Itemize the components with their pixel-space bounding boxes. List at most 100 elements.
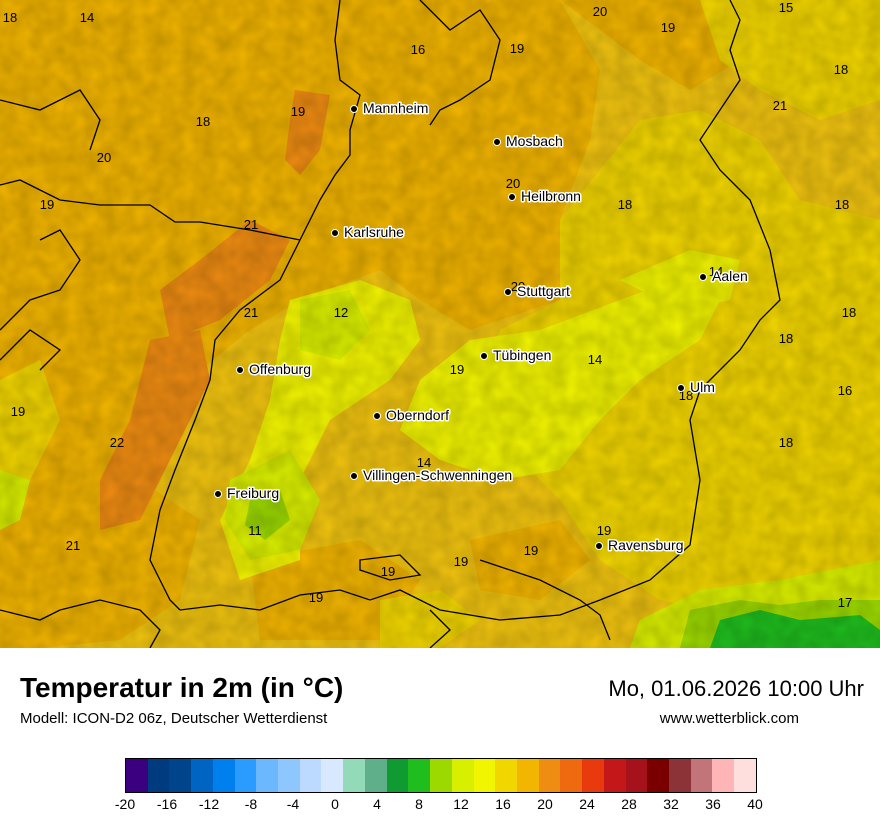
legend-tick-label: 0 xyxy=(331,796,339,812)
legend-swatch xyxy=(516,759,539,792)
temperature-value: 19 xyxy=(454,554,468,569)
legend-swatch xyxy=(212,759,235,792)
forecast-datetime: Mo, 01.06.2026 10:00 Uhr xyxy=(608,676,864,701)
legend-swatch xyxy=(712,759,735,792)
city-label: Aalen xyxy=(712,268,748,284)
legend-tick-label: 4 xyxy=(373,796,381,812)
temperature-value: 18 xyxy=(618,197,632,212)
city-label: Villingen-Schwenningen xyxy=(363,467,512,483)
city-label: Mannheim xyxy=(363,100,428,116)
legend-swatch xyxy=(668,759,691,792)
temperature-value: 19 xyxy=(450,362,464,377)
temperature-value: 14 xyxy=(588,352,602,367)
city-label: Ulm xyxy=(690,379,715,395)
legend-tick-label: -8 xyxy=(244,796,258,812)
legend-tick-label: 36 xyxy=(705,796,721,812)
legend-swatch xyxy=(191,759,213,792)
city-dot xyxy=(504,288,512,296)
temperature-value: 19 xyxy=(524,543,538,558)
temperature-value: 19 xyxy=(661,20,675,35)
legend-swatch xyxy=(147,759,170,792)
legend-swatch xyxy=(278,759,300,792)
temperature-value: 16 xyxy=(838,383,852,398)
temperature-value: 19 xyxy=(381,564,395,579)
legend-swatch xyxy=(495,759,517,792)
legend-tick-label: -16 xyxy=(156,796,178,812)
temperature-value: 19 xyxy=(309,590,323,605)
legend-swatch xyxy=(169,759,192,792)
legend-tick-label: -4 xyxy=(286,796,300,812)
temperature-value: 21 xyxy=(66,538,80,553)
temperature-map[interactable]: 18 14 20 19 15 16 19 18 21 19 18 20 20 18 18 19 21 14 20 21… xyxy=(0,0,880,648)
legend-swatch xyxy=(386,759,409,792)
temperature-value: 14 xyxy=(417,455,431,470)
city-dot xyxy=(699,273,707,281)
legend-swatch xyxy=(408,759,431,792)
legend-tick-label: 20 xyxy=(537,796,553,812)
city-markers: Mannheim Mosbach Heilbronn Karlsruhe Aalen St… xyxy=(214,99,749,555)
legend-swatch xyxy=(690,759,713,792)
temperature-value: 14 xyxy=(709,264,723,279)
temperature-value: 18 xyxy=(835,197,849,212)
city-label: Tübingen xyxy=(493,347,551,363)
border-lines xyxy=(0,0,781,648)
temperature-field-texture xyxy=(0,0,880,648)
temperature-value: 20 xyxy=(506,176,520,191)
city-dot xyxy=(677,384,685,392)
legend-swatch xyxy=(647,759,669,792)
temperature-value: 16 xyxy=(411,42,425,57)
legend-swatch xyxy=(234,759,257,792)
city-dot xyxy=(214,490,222,498)
temperature-value: 18 xyxy=(3,10,17,25)
temperature-value: 18 xyxy=(779,331,793,346)
website-link[interactable]: www.wetterblick.com xyxy=(659,710,799,727)
city-dot xyxy=(508,193,516,201)
color-scale-legend xyxy=(125,758,757,793)
legend-tick-label: 16 xyxy=(495,796,511,812)
legend-swatch xyxy=(560,759,583,792)
legend-tick-label: 24 xyxy=(579,796,595,812)
city-dot xyxy=(480,352,488,360)
model-source: Modell: ICON-D2 06z, Deutscher Wetterdie… xyxy=(20,710,328,727)
legend-swatch xyxy=(451,759,474,792)
legend-swatch xyxy=(364,759,387,792)
legend-tick-label: 32 xyxy=(663,796,679,812)
city-dot xyxy=(373,412,381,420)
temperature-value: 18 xyxy=(842,305,856,320)
city-dot xyxy=(493,138,501,146)
map-footer: Temperatur in 2m (in °C) Modell: ICON-D2… xyxy=(0,648,880,830)
temperature-value: 20 xyxy=(97,150,111,165)
temperature-value: 19 xyxy=(597,523,611,538)
temperature-value: 19 xyxy=(510,41,524,56)
city-label: Stuttgart xyxy=(517,283,570,299)
temperature-value: 15 xyxy=(779,0,793,15)
city-dot xyxy=(595,542,603,550)
legend-swatch xyxy=(343,759,365,792)
temperature-value: 18 xyxy=(779,435,793,450)
temperature-value: 21 xyxy=(773,98,787,113)
legend-swatch xyxy=(603,759,626,792)
legend-swatch xyxy=(256,759,279,792)
city-label: Mosbach xyxy=(506,133,563,149)
temperature-value: 20 xyxy=(511,279,525,294)
legend-swatch xyxy=(430,759,452,792)
temperature-value: 12 xyxy=(334,305,348,320)
legend-swatch xyxy=(473,759,496,792)
legend-tick-label: 12 xyxy=(453,796,469,812)
temperature-value: 19 xyxy=(291,104,305,119)
city-label: Karlsruhe xyxy=(344,224,404,240)
city-dot xyxy=(350,105,358,113)
legend-swatch xyxy=(538,759,561,792)
legend-tick-label: 40 xyxy=(747,796,763,812)
temperature-value-labels: 18 14 20 19 15 16 19 18 21 19 18 20 20 18 18 19 21 14 20 21… xyxy=(3,0,856,610)
temperature-value: 11 xyxy=(248,523,262,538)
legend-swatch xyxy=(582,759,604,792)
temperature-value: 18 xyxy=(196,114,210,129)
legend-tick-label: -12 xyxy=(198,796,220,812)
temperature-value: 14 xyxy=(80,10,94,25)
temperature-value: 20 xyxy=(593,4,607,19)
legend-swatch xyxy=(734,759,756,792)
city-label: Oberndorf xyxy=(386,407,449,423)
city-label: Freiburg xyxy=(227,485,279,501)
temperature-value: 18 xyxy=(834,62,848,77)
